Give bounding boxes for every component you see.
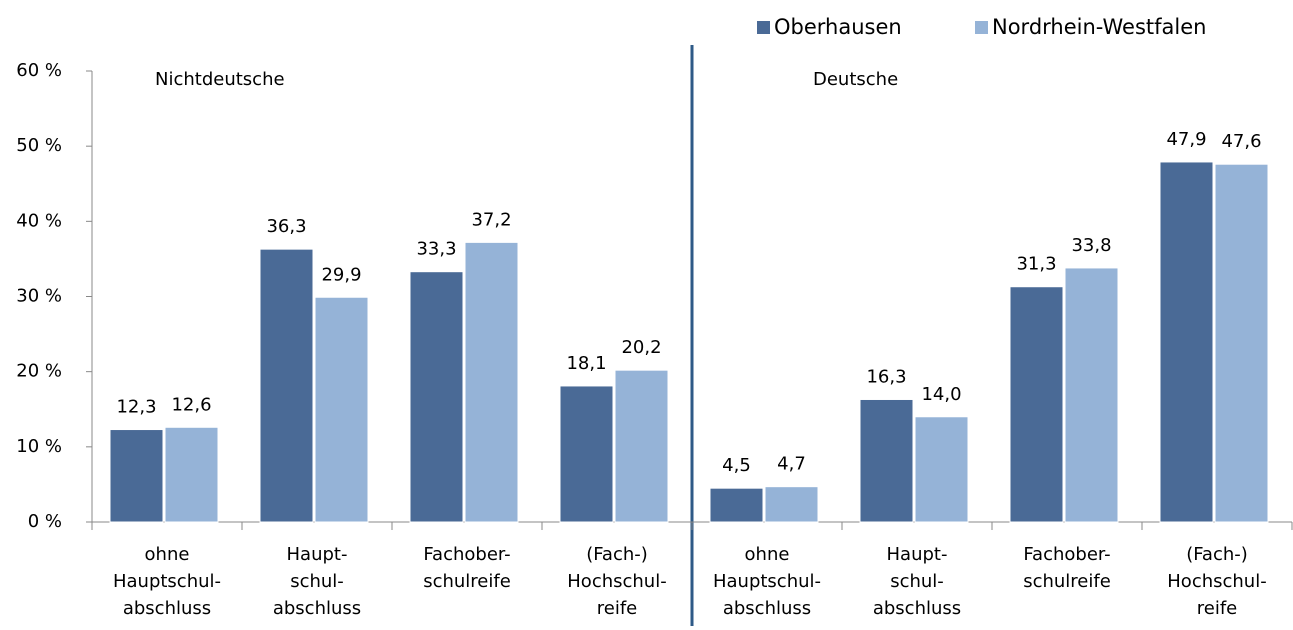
- x-tick-label: Hauptschul-: [113, 571, 221, 592]
- x-tick-label: Haupt-: [287, 544, 348, 565]
- value-label: 33,3: [416, 239, 456, 260]
- x-tick-label: (Fach-): [586, 544, 648, 565]
- value-label: 4,7: [777, 454, 806, 475]
- legend-label: Nordrhein-Westfalen: [992, 15, 1206, 39]
- value-label: 36,3: [266, 216, 306, 237]
- value-label: 47,9: [1166, 129, 1206, 150]
- x-tick-label: Hochschul-: [567, 571, 666, 592]
- bar: [559, 385, 614, 523]
- bar: [1214, 163, 1269, 523]
- y-tick-label: 60 %: [16, 60, 62, 81]
- y-tick-label: 10 %: [16, 436, 62, 457]
- x-tick-label: Hauptschul-: [713, 571, 821, 592]
- bar: [1064, 267, 1119, 523]
- bar: [709, 487, 764, 523]
- value-label: 31,3: [1016, 254, 1056, 275]
- bar: [764, 486, 819, 523]
- x-tick-label: abschluss: [273, 598, 361, 619]
- value-label: 20,2: [621, 337, 661, 358]
- value-label: 12,3: [116, 397, 156, 418]
- x-tick-label: reife: [1197, 598, 1238, 619]
- bar: [614, 369, 669, 523]
- bar: [409, 271, 464, 523]
- bar: [1159, 161, 1214, 523]
- x-tick-label: Hochschul-: [1167, 571, 1266, 592]
- x-tick-label: reife: [597, 598, 638, 619]
- x-tick-label: Fachober-: [423, 544, 510, 565]
- bar: [914, 416, 969, 523]
- value-label: 12,6: [171, 394, 211, 415]
- value-label: 29,9: [321, 264, 361, 285]
- x-tick-label: schulreife: [1023, 571, 1111, 592]
- x-tick-label: ohne: [145, 544, 190, 565]
- bar: [164, 426, 219, 523]
- x-tick-label: schul-: [290, 571, 344, 592]
- x-tick-label: ohne: [745, 544, 790, 565]
- y-tick-label: 40 %: [16, 210, 62, 231]
- value-label: 4,5: [722, 455, 751, 476]
- bar: [464, 241, 519, 523]
- y-tick-label: 30 %: [16, 286, 62, 307]
- value-label: 16,3: [866, 366, 906, 387]
- bar: [109, 429, 164, 523]
- x-tick-label: Fachober-: [1023, 544, 1110, 565]
- x-tick-label: Haupt-: [887, 544, 948, 565]
- x-tick-label: abschluss: [873, 598, 961, 619]
- x-tick-label: abschluss: [123, 598, 211, 619]
- legend-label: Oberhausen: [774, 15, 902, 39]
- bar: [314, 296, 369, 523]
- bar: [1009, 286, 1064, 523]
- value-label: 33,8: [1071, 235, 1111, 256]
- x-tick-label: (Fach-): [1186, 544, 1248, 565]
- group-label: Nichtdeutsche: [155, 69, 285, 90]
- value-label: 18,1: [566, 353, 606, 374]
- x-tick-label: abschluss: [723, 598, 811, 619]
- value-label: 47,6: [1221, 131, 1261, 152]
- legend-swatch: [757, 21, 770, 34]
- x-tick-label: schulreife: [423, 571, 511, 592]
- group-label: Deutsche: [813, 69, 898, 90]
- bar: [259, 248, 314, 523]
- bar: [859, 398, 914, 523]
- y-tick-label: 0 %: [28, 511, 62, 532]
- legend-swatch: [975, 21, 988, 34]
- x-tick-label: schul-: [890, 571, 944, 592]
- value-label: 14,0: [921, 384, 961, 405]
- value-label: 37,2: [471, 209, 511, 230]
- y-tick-label: 50 %: [16, 135, 62, 156]
- y-tick-label: 20 %: [16, 361, 62, 382]
